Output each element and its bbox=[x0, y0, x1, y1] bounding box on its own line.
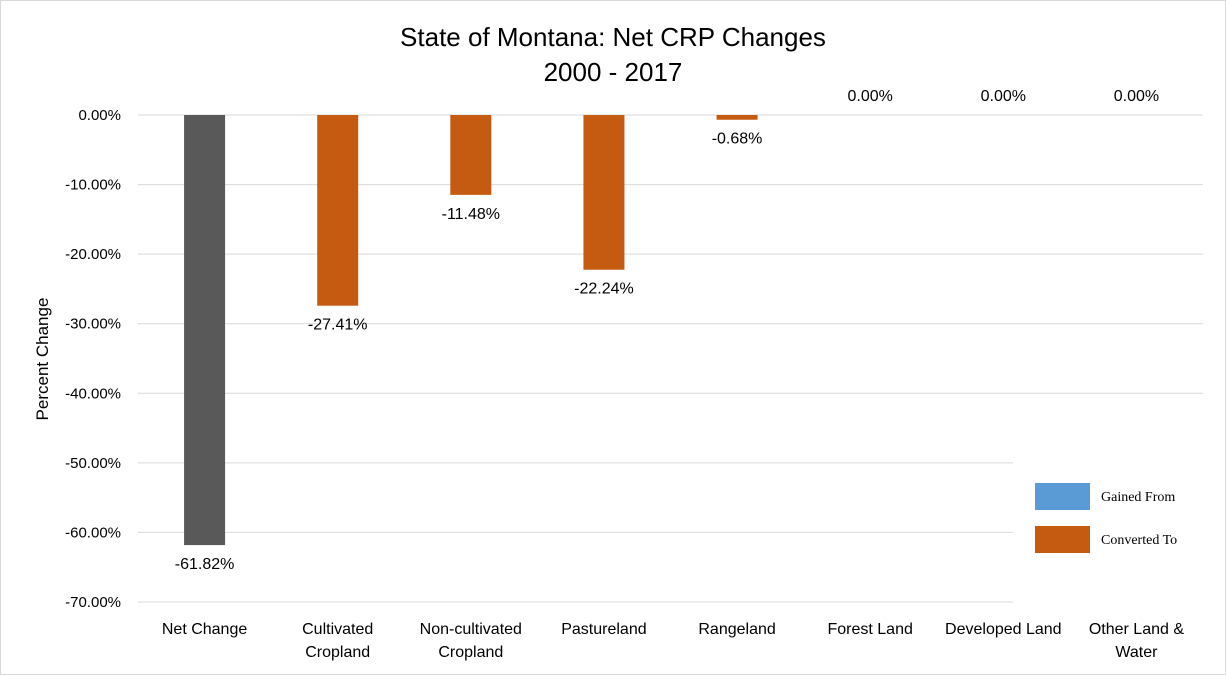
legend: Gained From Converted To bbox=[1035, 483, 1177, 553]
category-label: Cropland bbox=[438, 644, 503, 661]
data-label: 0.00% bbox=[1114, 88, 1159, 105]
data-label: -11.48% bbox=[442, 206, 500, 223]
y-tick-label: -60.00% bbox=[65, 524, 121, 541]
data-label: -61.82% bbox=[175, 556, 235, 573]
category-label: Other Land & bbox=[1089, 621, 1185, 638]
category-label: Forest Land bbox=[827, 621, 912, 638]
bar bbox=[184, 115, 226, 546]
y-axis-ticks: 0.00% -10.00% -20.00% -30.00% -40.00% -50.00%… bbox=[65, 107, 121, 611]
bar bbox=[450, 115, 492, 195]
chart-title: State of Montana: Net CRP Changes bbox=[400, 22, 826, 52]
data-label: -0.68% bbox=[712, 131, 763, 148]
y-axis-label: Percent Change bbox=[33, 298, 52, 421]
category-label: Cropland bbox=[305, 644, 370, 661]
legend-swatch bbox=[1035, 483, 1090, 510]
y-tick-label: -10.00% bbox=[65, 177, 121, 194]
bar bbox=[317, 115, 359, 306]
bar bbox=[716, 115, 758, 120]
data-label: 0.00% bbox=[848, 88, 893, 105]
category-label: Rangeland bbox=[698, 621, 775, 638]
data-label: -27.41% bbox=[308, 317, 368, 334]
y-tick-label: -20.00% bbox=[65, 246, 121, 263]
bar bbox=[583, 115, 625, 270]
bars bbox=[184, 115, 758, 546]
category-label: Pastureland bbox=[561, 621, 646, 638]
x-axis-categories: Net Change Cultivated Cropland Non-cultivat… bbox=[162, 621, 1184, 661]
data-label: 0.00% bbox=[981, 88, 1026, 105]
legend-label: Gained From bbox=[1101, 490, 1175, 505]
y-tick-label: -50.00% bbox=[65, 455, 121, 472]
category-label: Cultivated bbox=[302, 621, 373, 638]
category-label: Net Change bbox=[162, 621, 247, 638]
data-labels: -61.82% -27.41% -11.48% -22.24% -0.68% 0.00% 0… bbox=[175, 88, 1159, 573]
category-label: Water bbox=[1115, 644, 1158, 661]
category-label: Non-cultivated bbox=[420, 621, 522, 638]
y-tick-label: -40.00% bbox=[65, 385, 121, 402]
gridlines bbox=[138, 114, 1203, 603]
data-label: -22.24% bbox=[574, 281, 634, 298]
y-tick-label: -30.00% bbox=[65, 316, 121, 333]
chart-subtitle: 2000 - 2017 bbox=[544, 57, 683, 87]
legend-swatch bbox=[1035, 526, 1090, 553]
y-tick-label: -70.00% bbox=[65, 594, 121, 611]
y-tick-label: 0.00% bbox=[78, 107, 121, 124]
category-label: Developed Land bbox=[945, 621, 1062, 638]
legend-label: Converted To bbox=[1101, 533, 1177, 548]
